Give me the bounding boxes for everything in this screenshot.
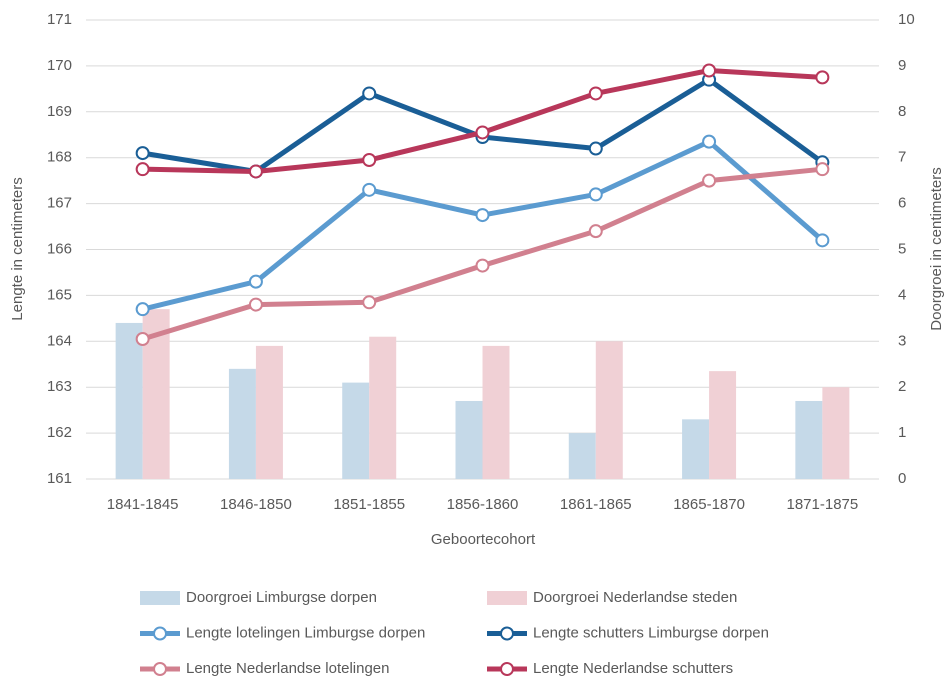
marker <box>702 173 717 188</box>
y-tick-label: 168 <box>47 149 72 166</box>
legend-marker <box>500 662 514 676</box>
legend-label: Doorgroei Limburgse dorpen <box>186 589 377 606</box>
legend-swatch <box>487 591 527 605</box>
y-tick-label: 167 <box>47 195 72 212</box>
legend-marker <box>153 662 167 676</box>
y2-tick-label: 7 <box>898 149 906 166</box>
legend-marker <box>500 626 514 641</box>
legend-label: Lengte schutters Limburgse dorpen <box>533 624 769 641</box>
y-tick-label: 164 <box>47 332 72 349</box>
bar <box>822 387 850 479</box>
bar <box>115 322 143 479</box>
marker <box>248 274 263 289</box>
marker <box>815 162 830 177</box>
bar <box>228 368 256 479</box>
y2-tick-label: 2 <box>898 378 906 395</box>
legend-label: Lengte lotelingen Limburgse dorpen <box>186 624 425 641</box>
y2-tick-label: 3 <box>898 332 906 349</box>
legend-label: Lengte Nederlandse lotelingen <box>186 660 390 677</box>
legend-swatch <box>140 591 180 605</box>
marker <box>475 208 490 223</box>
line <box>141 166 823 342</box>
marker <box>248 297 263 312</box>
y-tick-label: 169 <box>47 103 72 120</box>
marker <box>588 141 603 156</box>
marker <box>248 164 263 179</box>
marker <box>135 302 150 317</box>
x-tick-label: 1851-1855 <box>333 496 405 513</box>
y2-tick-label: 0 <box>898 470 906 487</box>
y-tick-label: 166 <box>47 240 72 257</box>
y2-tick-label: 10 <box>898 11 915 28</box>
marker <box>135 162 150 177</box>
y-tick-label: 163 <box>47 378 72 395</box>
x-tick-label: 1871-1875 <box>786 496 858 513</box>
legend-label: Lengte Nederlandse schutters <box>533 660 733 677</box>
y-tick-label: 170 <box>47 57 72 74</box>
bar <box>709 371 737 479</box>
marker <box>702 134 717 149</box>
y2-tick-label: 4 <box>898 286 906 303</box>
y2-axis-title: Doorgroei in centimeters <box>928 167 945 330</box>
marker <box>588 86 603 101</box>
marker <box>135 146 150 161</box>
y-tick-label: 161 <box>47 470 72 487</box>
marker <box>475 258 490 273</box>
x-axis-title: Geboortecohort <box>431 531 536 548</box>
y2-tick-label: 1 <box>898 424 906 441</box>
y2-tick-label: 6 <box>898 195 906 212</box>
x-tick-label: 1856-1860 <box>447 496 519 513</box>
bar <box>342 382 370 479</box>
bar <box>795 400 823 479</box>
marker <box>362 295 377 310</box>
bar <box>255 345 283 479</box>
y2-tick-label: 8 <box>898 103 906 120</box>
marker <box>588 224 603 239</box>
marker <box>475 125 490 140</box>
y-tick-label: 171 <box>47 11 72 28</box>
x-tick-label: 1841-1845 <box>107 496 179 513</box>
bar <box>682 419 710 479</box>
marker <box>588 187 603 202</box>
y-tick-label: 162 <box>47 424 72 441</box>
y-axis-title: Lengte in centimeters <box>9 177 26 320</box>
marker <box>362 86 377 101</box>
marker <box>702 63 717 78</box>
legend-label: Doorgroei Nederlandse steden <box>533 589 737 606</box>
marker <box>815 70 830 85</box>
bar <box>568 433 596 479</box>
legend-marker <box>153 626 167 641</box>
y-tick-label: 165 <box>47 286 72 303</box>
bar <box>595 341 623 479</box>
x-tick-label: 1865-1870 <box>673 496 745 513</box>
bar <box>482 345 510 479</box>
marker <box>362 182 377 197</box>
x-tick-label: 1861-1865 <box>560 496 632 513</box>
y2-tick-label: 9 <box>898 57 906 74</box>
y2-tick-label: 5 <box>898 240 906 257</box>
line <box>142 139 824 312</box>
marker <box>135 332 150 347</box>
marker <box>815 233 830 248</box>
bar <box>455 400 483 479</box>
x-tick-label: 1846-1850 <box>220 496 292 513</box>
bar <box>369 336 397 479</box>
marker <box>362 152 377 167</box>
